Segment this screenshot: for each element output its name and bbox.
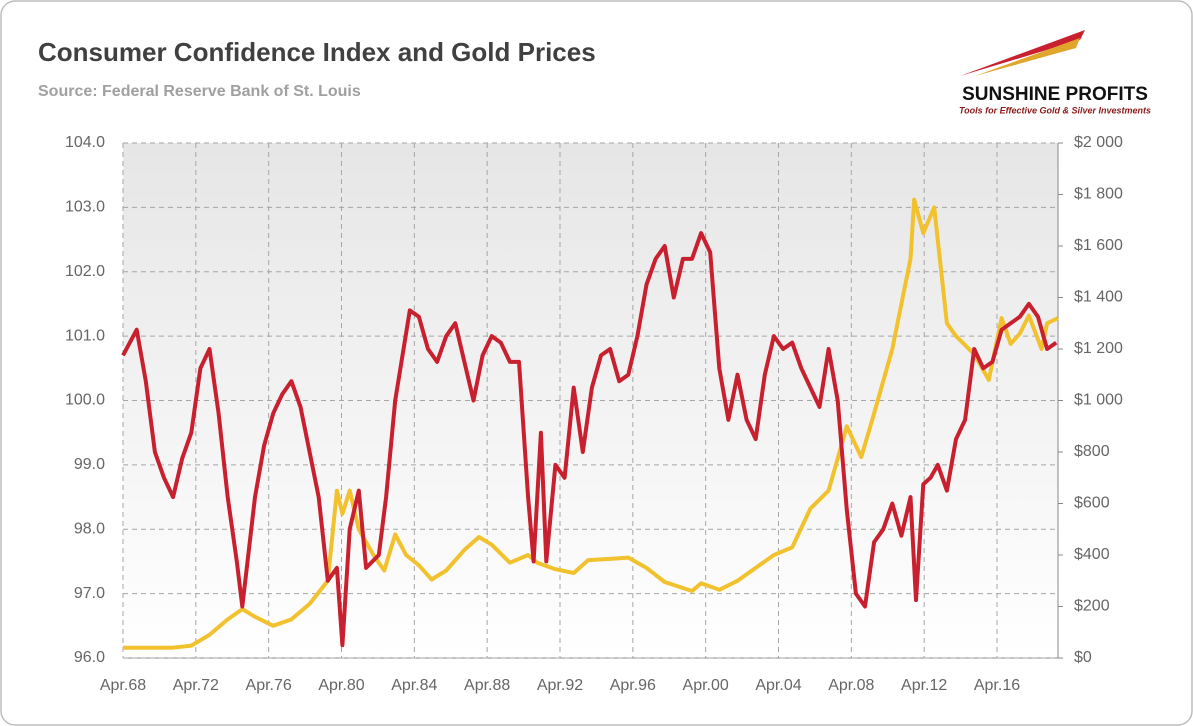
- y-tick-label: 104.0: [65, 134, 105, 151]
- logo-name: SUNSHINE PROFITS: [962, 84, 1148, 105]
- x-tick-label: Apr.88: [464, 677, 510, 694]
- chart-subtitle: Source: Federal Reserve Bank of St. Loui…: [38, 83, 361, 100]
- y-tick-label: 103.0: [65, 199, 105, 216]
- x-tick-label: Apr.00: [683, 677, 729, 694]
- x-tick-label: Apr.12: [901, 677, 947, 694]
- series-line: [121, 231, 1058, 648]
- logo-swoosh: [975, 38, 1080, 76]
- logo-swoosh: [960, 30, 1085, 76]
- y2-tick-label: $200: [1074, 598, 1110, 615]
- y2-tick-label: $600: [1074, 495, 1110, 512]
- y2-tick-label: $800: [1074, 443, 1110, 460]
- y2-tick-label: $2 000: [1074, 134, 1123, 151]
- y-tick-label: 96.0: [74, 649, 105, 666]
- chart-title: Consumer Confidence Index and Gold Price…: [38, 37, 596, 67]
- x-tick-label: Apr.72: [173, 677, 219, 694]
- x-tick-label: Apr.08: [828, 677, 874, 694]
- x-tick-label: Apr.04: [755, 677, 801, 694]
- y2-tick-label: $1 400: [1074, 289, 1123, 306]
- y2-tick-label: $1 200: [1074, 340, 1123, 357]
- y-tick-label: 98.0: [74, 520, 105, 537]
- y-tick-label: 100.0: [65, 392, 105, 409]
- y2-tick-label: $1 000: [1074, 392, 1123, 409]
- logo-tagline: Tools for Effective Gold & Silver Invest…: [959, 105, 1151, 115]
- x-tick-label: Apr.92: [537, 677, 583, 694]
- y-tick-label: 102.0: [65, 263, 105, 280]
- y-tick-label: 97.0: [74, 585, 105, 602]
- x-tick-label: Apr.16: [974, 677, 1020, 694]
- y-tick-label: 99.0: [74, 456, 105, 473]
- x-tick-label: Apr.84: [391, 677, 437, 694]
- x-tick-label: Apr.76: [246, 677, 292, 694]
- logo: SUNSHINE PROFITS Tools for Effective Gol…: [959, 30, 1151, 115]
- y2-tick-label: $1 800: [1074, 186, 1123, 203]
- y-tick-label: 101.0: [65, 327, 105, 344]
- y2-tick-label: $0: [1074, 649, 1092, 666]
- y2-tick-label: $400: [1074, 546, 1110, 563]
- x-tick-label: Apr.96: [610, 677, 656, 694]
- series-line: [123, 197, 1059, 650]
- x-tick-label: Apr.80: [318, 677, 364, 694]
- y2-tick-label: $1 600: [1074, 237, 1123, 254]
- x-tick-label: Apr.68: [100, 677, 146, 694]
